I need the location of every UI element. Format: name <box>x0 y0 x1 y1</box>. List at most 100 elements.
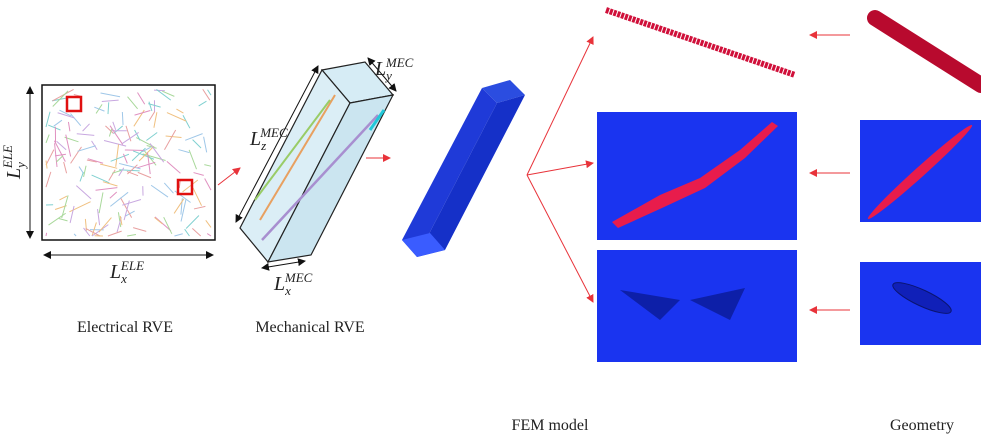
fiber <box>178 150 189 153</box>
fiber <box>122 200 141 206</box>
fiber <box>46 112 50 127</box>
fiber <box>185 229 190 236</box>
fiber <box>206 220 211 227</box>
fiber <box>55 154 66 156</box>
fiber <box>192 228 200 236</box>
fiber <box>204 165 211 167</box>
arrow <box>527 37 593 175</box>
caption: Geometry <box>890 417 954 434</box>
fiber <box>164 183 173 193</box>
fiber <box>122 112 123 125</box>
diagram: LyELE LxELE Electrical RVE LzMEC LyMEC L… <box>0 0 981 439</box>
fiber <box>119 168 124 176</box>
dimension-label: LxMEC <box>273 270 313 298</box>
fiber <box>137 93 144 105</box>
fiber <box>71 147 82 164</box>
fiber <box>208 90 211 95</box>
fiber <box>151 185 168 197</box>
fiber <box>92 141 98 150</box>
fiber <box>174 199 184 214</box>
dimension-label: LyELE <box>0 145 28 180</box>
fiber <box>74 234 76 236</box>
fiber <box>205 179 211 191</box>
fiber <box>176 109 183 113</box>
fiber <box>99 192 103 213</box>
fiber <box>46 135 49 143</box>
fiber <box>154 217 162 224</box>
fiber <box>207 234 211 236</box>
fem-prism <box>402 80 525 257</box>
fiber <box>125 150 145 151</box>
caption: Mechanical RVE <box>255 319 364 336</box>
fiber <box>166 136 182 137</box>
fiber <box>101 93 121 97</box>
fiber <box>113 122 116 130</box>
fiber <box>96 188 118 191</box>
fem-panel <box>597 250 797 362</box>
fiber <box>100 164 117 168</box>
fiber <box>194 173 204 176</box>
fiber <box>109 170 115 181</box>
fiber <box>99 218 112 233</box>
fiber <box>185 134 202 141</box>
fiber <box>133 228 146 232</box>
fiber <box>70 206 74 223</box>
caption: Electrical RVE <box>77 319 173 336</box>
fiber <box>68 122 69 131</box>
fiber <box>174 234 182 236</box>
fiber <box>183 115 190 128</box>
fiber <box>127 235 136 236</box>
fiber <box>204 137 207 153</box>
fiber <box>167 113 186 122</box>
fiber <box>189 150 196 169</box>
fiber <box>92 175 110 183</box>
fiber <box>108 231 122 236</box>
fiber <box>56 156 63 162</box>
fiber <box>155 217 171 231</box>
fiber <box>46 233 47 236</box>
fiber <box>102 100 119 101</box>
fiber <box>135 111 151 116</box>
fiber <box>46 172 51 187</box>
fiber <box>103 182 118 186</box>
fiber <box>128 97 138 109</box>
fiber <box>64 162 67 173</box>
fiber <box>76 186 91 199</box>
fiber <box>193 188 202 206</box>
fiber <box>59 219 68 221</box>
fiber <box>146 132 157 140</box>
fiber <box>154 90 165 91</box>
fiber <box>80 172 83 181</box>
fiber <box>186 215 199 228</box>
fiber <box>84 166 86 177</box>
fiber <box>110 192 117 198</box>
fiber <box>46 161 47 169</box>
fiber <box>149 112 155 121</box>
fiber <box>49 213 66 225</box>
fiber <box>70 114 80 126</box>
fiber <box>116 144 119 166</box>
arrow <box>527 163 593 175</box>
fiber <box>199 101 207 106</box>
fiber <box>46 150 54 165</box>
fiber <box>137 162 155 167</box>
fiber <box>83 124 90 131</box>
fiber <box>59 196 67 200</box>
fiber <box>154 112 157 128</box>
fiber <box>164 130 175 150</box>
fiber-geometry <box>875 18 981 85</box>
fiber <box>77 134 95 136</box>
fiber <box>183 180 198 192</box>
fiber <box>108 102 109 114</box>
fiber <box>167 161 181 173</box>
caption: FEM model <box>512 417 589 434</box>
fiber <box>149 102 152 111</box>
arrow <box>218 168 240 185</box>
dimension-label: LxELE <box>109 258 144 286</box>
fiber <box>138 172 151 177</box>
fiber <box>54 120 62 126</box>
fiber <box>194 206 205 209</box>
dimension-label: LyMEC <box>374 55 414 83</box>
selection-box <box>67 97 81 111</box>
fiber <box>105 126 113 133</box>
